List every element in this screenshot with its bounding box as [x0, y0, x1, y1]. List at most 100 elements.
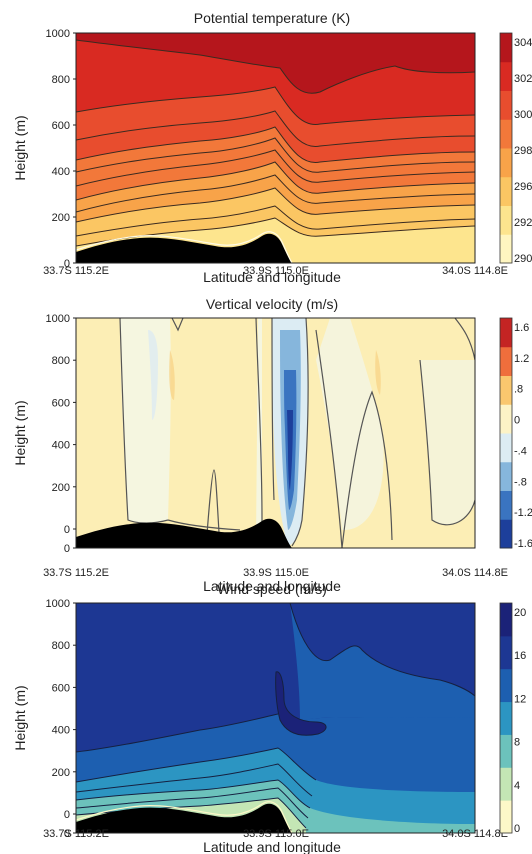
colorbar-segment	[500, 176, 512, 206]
colorbar-segment	[500, 603, 512, 637]
colorbar-tick-label: -.8	[514, 476, 527, 488]
y-tick-label: 600	[52, 682, 70, 694]
negative-region	[148, 330, 158, 420]
negative-region	[316, 318, 384, 531]
colorbar-frame	[499, 602, 513, 834]
y-tick-label: 200	[52, 767, 70, 779]
colorbar-segment	[500, 635, 512, 670]
colorbar-tick-label: 296	[514, 181, 532, 193]
terrain	[76, 803, 292, 833]
y-tick-label: 0	[64, 543, 70, 555]
y-tick-label: 0	[64, 524, 70, 536]
colorbar-tick-label: -.4	[514, 445, 527, 457]
colorbar-segment	[500, 148, 512, 178]
downdraft-core	[287, 410, 293, 490]
y-tick-label: 800	[52, 74, 70, 86]
contour-band	[76, 127, 475, 200]
y-axis-label: Height (m)	[12, 685, 28, 750]
x-ticks: 33.7S 115.2E 33.9S 115.0E 34.0S 114.8E	[43, 567, 508, 579]
updraft-patch	[375, 350, 381, 395]
colorbar-tick-label: 12	[514, 693, 526, 705]
plot-frame	[75, 602, 476, 834]
y-axis-label: Height (m)	[12, 115, 28, 180]
y-tick-label: 400	[52, 725, 70, 737]
colorbar-segment	[500, 668, 512, 703]
y-tick-label: 400	[52, 166, 70, 178]
surface-line	[76, 801, 293, 833]
colorbar-segment	[500, 375, 512, 405]
colorbar-tick-label: 0	[514, 415, 520, 427]
plot-frame	[75, 32, 476, 264]
panel-potential-temperature: Potential temperature (K)	[12, 10, 532, 285]
y-tick-label: 0	[64, 809, 70, 821]
x-tick-label: 33.7S 115.2E	[43, 265, 109, 277]
contour-band	[290, 603, 475, 720]
x-tick-label: 33.7S 115.2E	[43, 567, 109, 579]
plot-area	[76, 603, 475, 833]
x-tick-label: 34.0S 114.8E	[442, 567, 508, 579]
contour-lines	[76, 39, 475, 247]
plot-frame	[75, 317, 476, 549]
colorbar: 20 16 12 8 4 0	[499, 602, 526, 835]
colorbar-segment	[500, 701, 512, 735]
colorbar-tick-label: 4	[514, 780, 520, 792]
plot-area	[76, 33, 475, 263]
colorbar-segment	[500, 800, 512, 834]
colorbar-segment	[500, 767, 512, 801]
updraft-patch	[169, 350, 175, 400]
colorbar-tick-label: -1.2	[514, 507, 532, 519]
contour-band	[76, 188, 475, 246]
colorbar-segment	[500, 461, 512, 491]
colorbar-tick-label: -1.6	[514, 538, 532, 550]
contour-band	[76, 87, 475, 163]
colorbar-tick-label: 16	[514, 650, 526, 662]
contour-lines	[76, 603, 475, 829]
y-tick-label: 800	[52, 355, 70, 367]
contour-band	[76, 33, 475, 94]
chart-title: Vertical velocity (m/s)	[206, 296, 338, 312]
colorbar-tick-label: 1.2	[514, 353, 529, 365]
colorbar-segment	[500, 433, 512, 463]
colorbar-tick-label: 304	[514, 37, 532, 49]
colorbar-tick-label: 8	[514, 737, 520, 749]
terrain	[76, 233, 292, 263]
colorbar-tick-label: 302	[514, 73, 532, 85]
colorbar-tick-label: 1.6	[514, 322, 529, 334]
colorbar-tick-label: 0	[514, 823, 520, 835]
x-tick-label: 33.9S 115.0E	[243, 567, 309, 579]
y-tick-label: 200	[52, 482, 70, 494]
colorbar-segment	[500, 404, 512, 434]
colorbar-segment	[500, 33, 512, 63]
colorbar-tick-label: 290	[514, 253, 532, 265]
y-axis-label: Height (m)	[12, 400, 28, 465]
chart-title: Wind speed (m/s)	[217, 581, 327, 597]
colorbar-tick-label: 300	[514, 109, 532, 121]
chart-title: Potential temperature (K)	[194, 10, 350, 26]
y-tick-label: 400	[52, 440, 70, 452]
colorbar-tick-label: .8	[514, 384, 523, 396]
x-axis-label: Latitude and longitude	[203, 839, 341, 854]
colorbar: 304 302 300 298 296 292 290	[499, 32, 532, 265]
x-axis-label: Latitude and longitude	[203, 269, 341, 285]
y-tick-label: 200	[52, 212, 70, 224]
y-tick-label: 600	[52, 397, 70, 409]
y-tick-label: 1000	[46, 313, 70, 325]
y-ticks: 0 200 400 600 800 1000	[46, 28, 76, 270]
colorbar-segment	[500, 90, 512, 120]
colorbar-segment	[500, 346, 512, 376]
colorbar-segment	[500, 734, 512, 768]
x-tick-label: 34.0S 114.8E	[442, 265, 508, 277]
y-tick-label: 600	[52, 120, 70, 132]
y-ticks: 0 0 200 400 600 800 1000	[46, 598, 76, 840]
y-tick-label: 1000	[46, 28, 70, 40]
colorbar-tick-label: 298	[514, 145, 532, 157]
colorbar-tick-label: 20	[514, 607, 526, 619]
colorbar-segment	[500, 234, 512, 264]
plot-area	[76, 318, 475, 548]
y-tick-label: 0	[64, 258, 70, 270]
x-axis-label: Latitude and longitude	[203, 578, 341, 594]
x-tick-label: 33.7S 115.2E	[43, 828, 109, 840]
contour-band	[76, 162, 475, 222]
